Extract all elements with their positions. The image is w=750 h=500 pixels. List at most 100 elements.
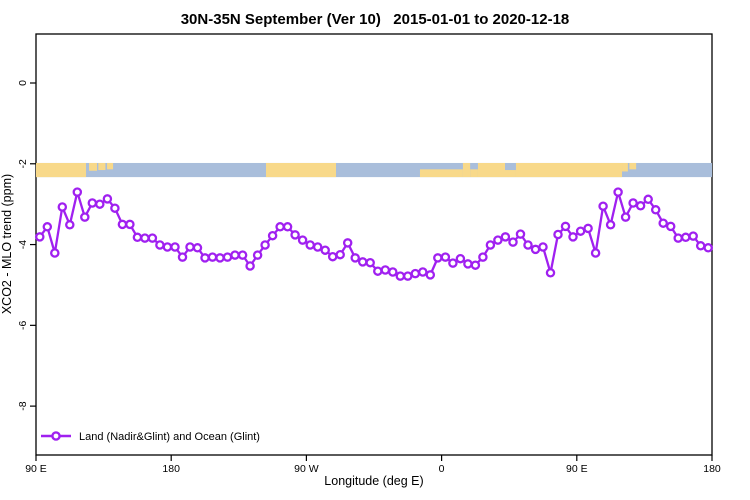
x-tick-label: 180 (703, 463, 721, 475)
data-point (380, 265, 391, 275)
world-map-band (36, 162, 712, 178)
data-point (297, 235, 308, 245)
data-point (440, 252, 451, 262)
land-strip-segment (504, 170, 516, 178)
data-point (418, 267, 428, 277)
data-point (425, 270, 436, 280)
data-series (35, 187, 713, 281)
land-strip-segment (36, 162, 87, 178)
data-point (335, 249, 345, 260)
data-point (478, 252, 488, 262)
data-point (350, 253, 360, 263)
data-point (50, 248, 60, 258)
data-point (320, 245, 330, 255)
data-point (688, 231, 698, 241)
data-point (650, 205, 661, 215)
x-tick-label: 0 (439, 463, 445, 475)
data-point (80, 212, 90, 222)
land-strip-segment (98, 162, 106, 171)
x-tick-label: 90 W (294, 463, 319, 475)
data-point (658, 218, 668, 228)
data-point (583, 223, 593, 234)
data-point (523, 240, 533, 250)
data-point (500, 232, 511, 242)
y-tick-label: -2 (17, 159, 29, 168)
data-point (365, 257, 375, 268)
y-tick-label: -4 (17, 240, 29, 249)
data-point (703, 243, 713, 253)
data-point (357, 257, 368, 267)
data-point (673, 233, 683, 243)
data-point (177, 252, 188, 262)
land-strip-segment (629, 162, 637, 170)
plot-border (35, 33, 713, 456)
y-tick-label: 0 (17, 80, 29, 86)
data-point (72, 187, 83, 197)
data-point (215, 253, 225, 263)
data-point (635, 201, 646, 211)
data-point (207, 252, 218, 262)
data-point (515, 229, 526, 239)
data-point (598, 201, 608, 211)
data-point (470, 260, 481, 270)
data-point (290, 230, 300, 240)
data-point (560, 221, 571, 232)
data-point (237, 250, 248, 260)
land-strip-segment (265, 162, 336, 178)
land-strip-segment (470, 169, 478, 178)
data-point (170, 242, 180, 252)
legend-label: Land (Nadir&Glint) and Ocean (Glint) (79, 431, 260, 443)
data-point (275, 222, 285, 232)
data-point (245, 261, 255, 271)
data-point (530, 244, 541, 255)
data-point (433, 253, 443, 263)
data-point (282, 222, 293, 232)
data-point (342, 238, 353, 248)
data-point (395, 271, 406, 281)
x-tick-label: 180 (162, 463, 180, 475)
data-point (613, 187, 623, 197)
data-point (260, 240, 270, 250)
data-point (267, 230, 278, 241)
data-point (147, 233, 158, 243)
data-point (620, 212, 631, 222)
x-tick-label: 90 E (25, 463, 47, 475)
data-point (117, 219, 128, 230)
land-strip-segment (107, 162, 114, 170)
chart-title: 30N-35N September (Ver 10) 2015-01-01 to… (181, 11, 570, 28)
data-point (463, 259, 473, 269)
data-point (643, 194, 653, 205)
data-point (102, 194, 113, 204)
data-point (538, 242, 548, 252)
data-point (312, 242, 323, 252)
data-point (410, 268, 421, 279)
data-point (680, 232, 691, 243)
data-point (185, 242, 195, 252)
data-point (568, 232, 578, 242)
y-tick-label: -6 (17, 321, 29, 330)
data-point (695, 241, 706, 251)
data-point (110, 203, 120, 213)
data-point (605, 220, 616, 230)
data-point (508, 237, 518, 247)
data-point (455, 253, 466, 264)
data-point (95, 199, 105, 209)
data-point (403, 271, 413, 281)
data-point (373, 266, 383, 276)
data-point (35, 232, 45, 242)
data-point (230, 250, 240, 260)
data-point (590, 248, 601, 258)
data-point (305, 240, 315, 250)
data-point (42, 222, 53, 232)
y-tick-label: -8 (17, 401, 29, 410)
data-point (155, 240, 165, 250)
data-point (327, 251, 338, 262)
data-point (132, 232, 143, 243)
data-point (252, 250, 263, 260)
data-point (553, 229, 563, 240)
data-point (125, 219, 135, 230)
land-strip-segment (477, 162, 505, 178)
data-point (493, 235, 503, 245)
y-axis-title: XCO2 - MLO trend (ppm) (0, 174, 14, 314)
